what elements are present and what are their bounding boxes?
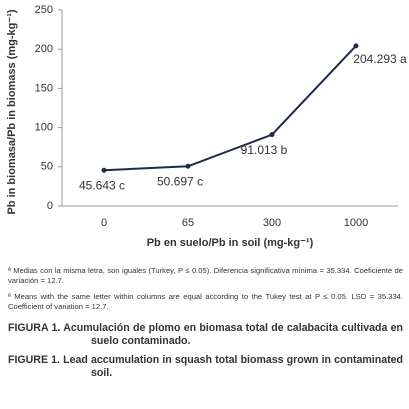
value-label: 91.013 b (241, 143, 288, 157)
y-tick-label: 200 (35, 43, 53, 55)
notes: ª Medias con la misma letra, son iguales… (8, 266, 403, 386)
x-axis-label: Pb en suelo/Pb in soil (mg-kg⁻¹) (147, 237, 314, 249)
y-tick-label: 0 (47, 200, 53, 212)
point (269, 132, 275, 138)
y-tick-label: 50 (41, 161, 53, 173)
caption: FIGURA 1. Acumulación de plomo en biomas… (8, 322, 403, 347)
y-tick-label: 250 (35, 4, 53, 16)
footnote: ª Medias con la misma letra, son iguales… (8, 266, 403, 285)
footnote: ª Means with the same letter within colu… (8, 292, 403, 311)
x-tick-label: 65 (182, 217, 194, 229)
y-axis-label: Pb in biomasa/Pb in biomass (mg-kg⁻¹) (6, 9, 18, 214)
value-label: 50.697 c (157, 174, 203, 188)
line (103, 45, 357, 172)
caption: FIGURE 1. Lead accumulation in squash to… (8, 354, 403, 379)
value-label: 45.643 c (79, 178, 125, 192)
y-tick-label: 150 (35, 82, 53, 94)
y-tick-label: 100 (35, 122, 53, 134)
x-tick-label: 1000 (344, 217, 368, 229)
x-tick-label: 0 (101, 217, 107, 229)
point (185, 163, 191, 169)
chart: Pb in biomasa/Pb in biomass (mg-kg⁻¹) Pb… (6, 4, 407, 249)
value-label: 204.293 a (353, 52, 407, 66)
x-tick-label: 300 (263, 217, 281, 229)
point (353, 43, 359, 49)
point (101, 167, 107, 173)
